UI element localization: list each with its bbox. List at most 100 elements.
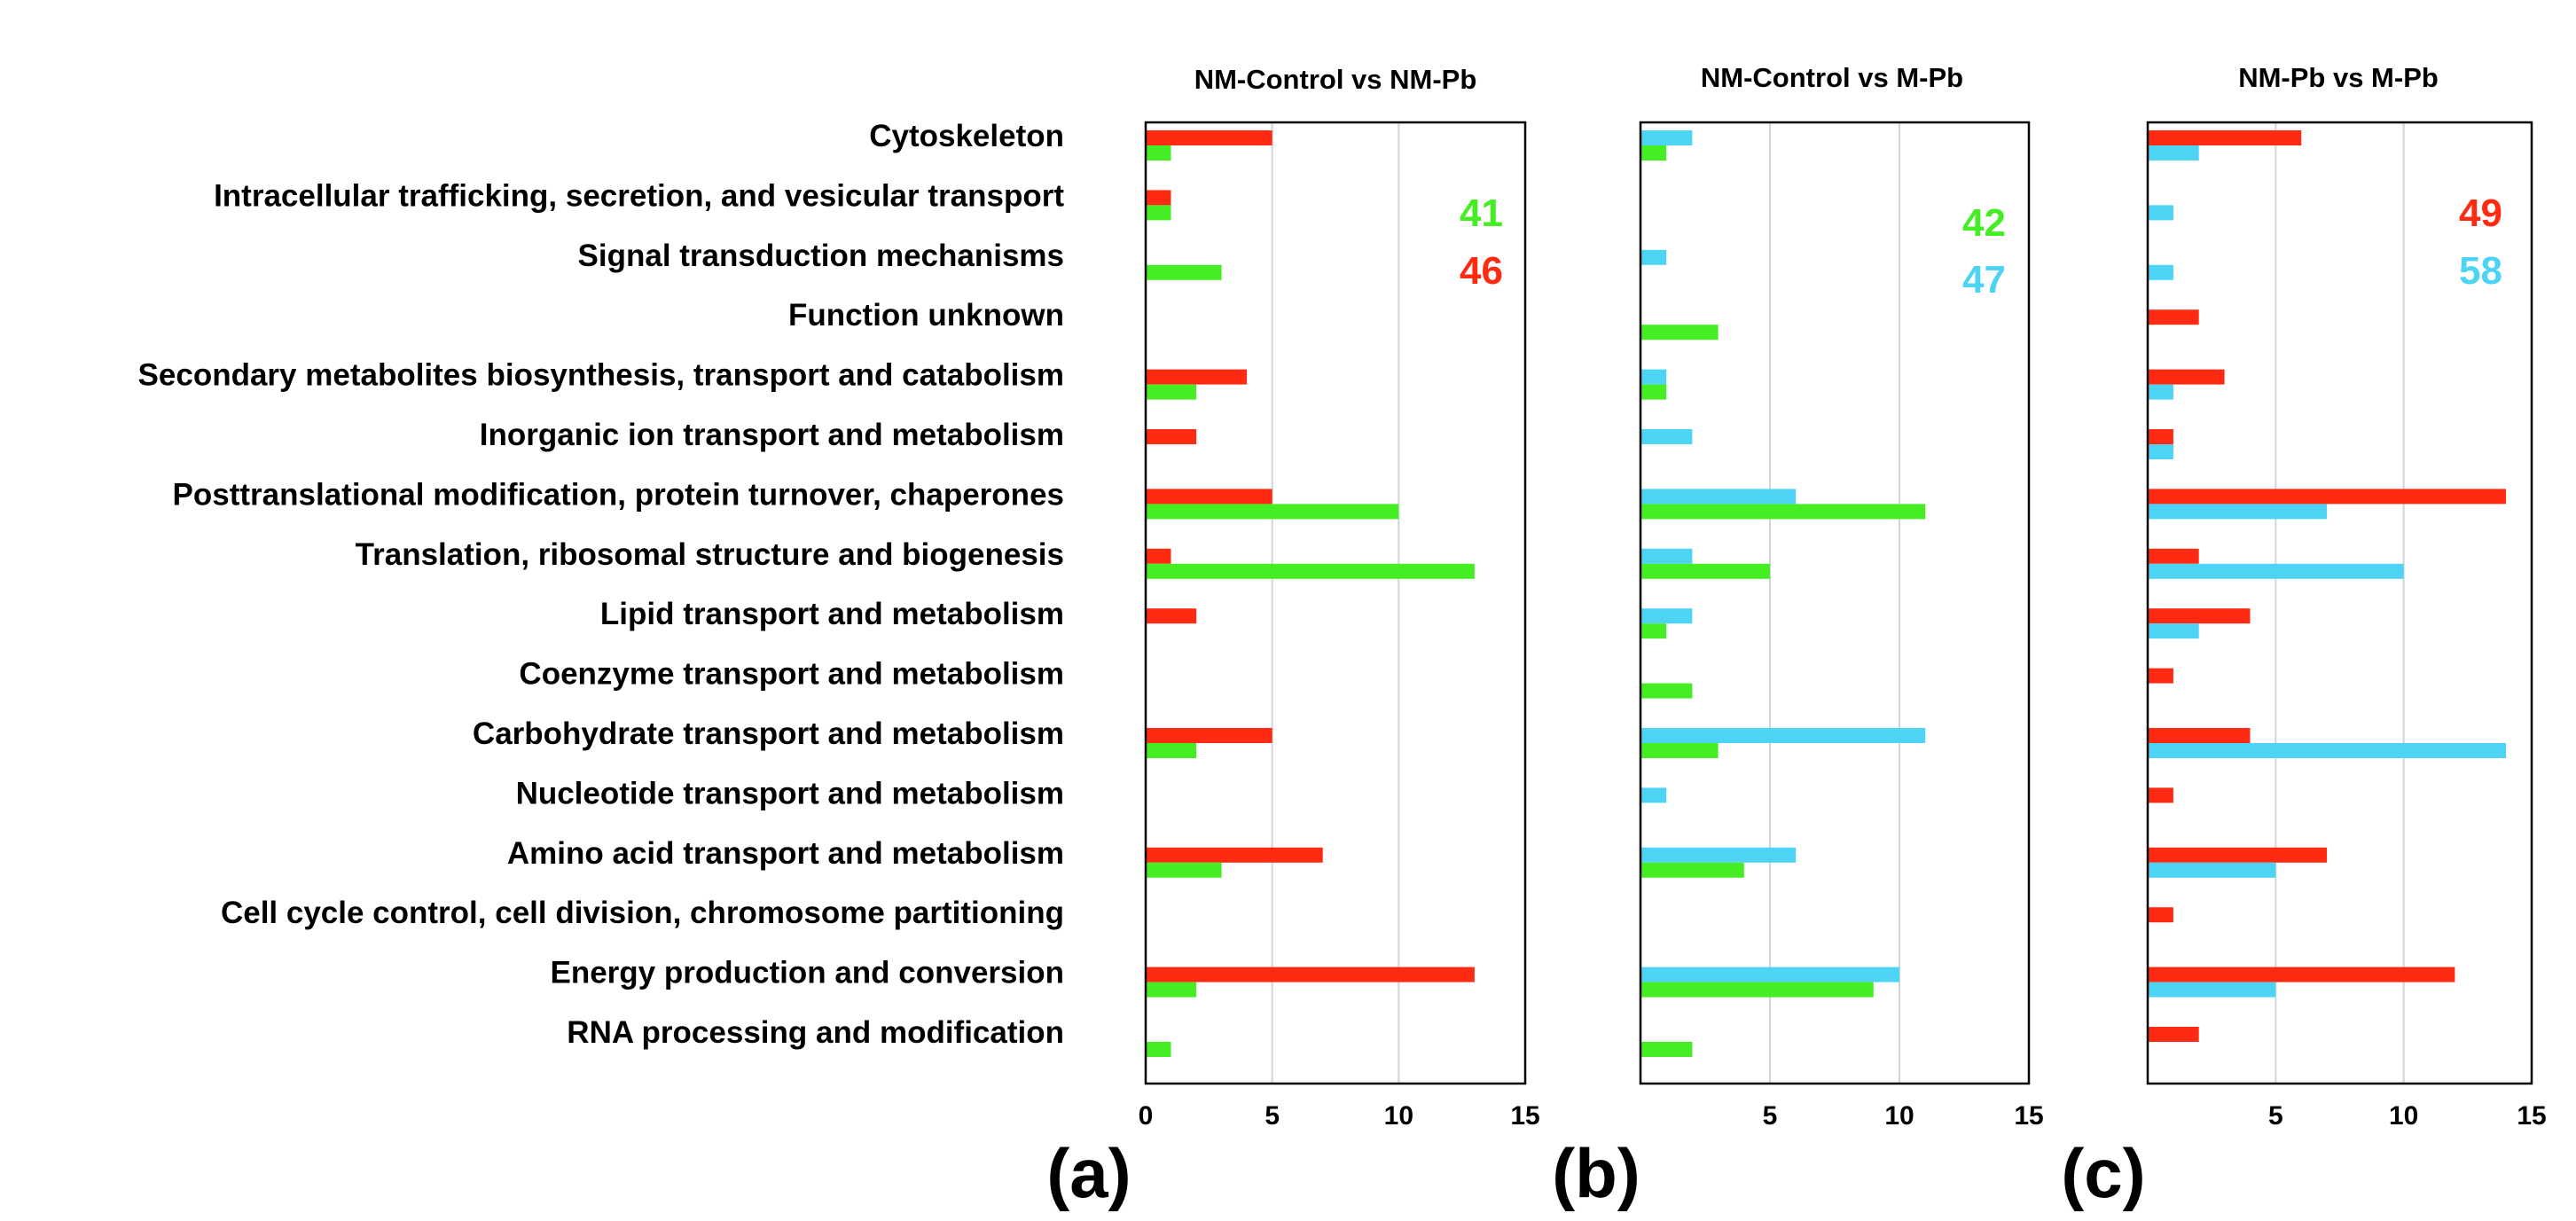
bar-red <box>1146 429 1197 444</box>
bar-green <box>1640 743 1719 758</box>
x-tick-label: 15 <box>2517 1101 2546 1131</box>
bar-cyan <box>2148 563 2404 579</box>
plot-frame <box>1639 121 2031 1085</box>
category-label: Amino acid transport and metabolism <box>507 836 1064 871</box>
category-label: Cytoskeleton <box>869 119 1064 153</box>
bar-cyan <box>2148 504 2328 520</box>
category-label: Secondary metabolites biosynthesis, tran… <box>138 358 1064 393</box>
bar-green <box>1640 982 1874 998</box>
bar-cyan <box>1640 608 1693 624</box>
bar-cyan <box>1640 429 1693 444</box>
bar-red <box>1146 489 1272 505</box>
bar-cyan <box>2148 264 2173 280</box>
bar-cyan <box>1640 967 1899 982</box>
bar-cyan <box>1640 489 1797 505</box>
category-label: Translation, ribosomal structure and bio… <box>356 537 1064 572</box>
count-annotation: 49 <box>2459 192 2502 235</box>
bar-green <box>1146 862 1222 878</box>
category-labels: Cytoskeleton Intracellular trafficking, s… <box>138 119 1065 1050</box>
category-label: Coenzyme transport and metabolism <box>519 657 1064 692</box>
bar-red <box>2148 728 2251 743</box>
bar-cyan <box>2148 205 2173 221</box>
bar-red <box>1146 190 1171 206</box>
category-label: Intracellular trafficking, secretion, an… <box>214 178 1064 213</box>
bar-red <box>1146 130 1272 145</box>
bar-cyan <box>2148 623 2199 639</box>
x-tick-label: 0 <box>1139 1101 1154 1131</box>
bar-green <box>1640 325 1719 340</box>
bar-green <box>1146 384 1197 400</box>
panel-title: NM-Control vs M-Pb <box>1701 62 1963 93</box>
bar-cyan <box>2148 743 2507 758</box>
count-annotation: 47 <box>1962 258 2006 301</box>
bar-green <box>1640 1042 1693 1057</box>
category-label: Signal transduction mechanisms <box>578 239 1064 273</box>
bar-cyan <box>1640 787 1667 803</box>
bar-cyan <box>2148 145 2199 160</box>
bar-green <box>1146 563 1475 579</box>
bar-red <box>2148 668 2173 684</box>
chart-panel: 5 10 15 NM-Control vs M-Pb (b) 42 47 <box>1552 62 2043 1212</box>
bar-green <box>1640 862 1744 878</box>
x-tick-label: 5 <box>2268 1101 2283 1131</box>
plot-frame <box>1144 121 1527 1085</box>
category-label: Function unknown <box>788 298 1064 333</box>
category-label: Carbohydrate transport and metabolism <box>473 716 1064 751</box>
count-annotation: 42 <box>1962 201 2006 245</box>
plot-frame <box>2146 121 2533 1085</box>
x-tick-label: 5 <box>1763 1101 1778 1131</box>
bar-green <box>1640 384 1667 400</box>
x-tick-label: 5 <box>1265 1101 1280 1131</box>
bar-green <box>1146 504 1399 520</box>
bar-red <box>1146 728 1272 743</box>
bar-green <box>1146 982 1197 998</box>
count-annotation: 46 <box>1460 249 1503 293</box>
bar-red <box>1146 369 1248 385</box>
bar-cyan <box>1640 548 1693 564</box>
bar-cyan <box>2148 384 2173 400</box>
panel-letter: (a) <box>1046 1134 1131 1212</box>
bar-red <box>2148 548 2199 564</box>
category-label: Nucleotide transport and metabolism <box>516 776 1064 810</box>
bar-green <box>1146 205 1171 221</box>
x-tick-label: 15 <box>2014 1101 2043 1131</box>
bar-red <box>2148 309 2199 325</box>
bar-red <box>2148 907 2173 923</box>
panel-title: NM-Pb vs M-Pb <box>2238 62 2439 93</box>
bar-green <box>1640 563 1770 579</box>
bar-green <box>1640 145 1667 160</box>
bar-red <box>2148 489 2507 505</box>
x-tick-label: 10 <box>1884 1101 1914 1131</box>
bar-red <box>2148 787 2173 803</box>
bar-green <box>1146 264 1222 280</box>
category-label: RNA processing and modification <box>567 1015 1064 1050</box>
bar-red <box>2148 967 2455 982</box>
x-tick-label: 15 <box>1510 1101 1539 1131</box>
category-label: Energy production and conversion <box>550 956 1064 990</box>
bar-red <box>1146 847 1323 863</box>
panel-letter: (b) <box>1552 1134 1640 1212</box>
category-label: Posttranslational modification, protein … <box>173 477 1064 512</box>
bar-cyan <box>1640 249 1667 265</box>
bar-red <box>1146 967 1475 982</box>
bar-cyan <box>1640 728 1926 743</box>
bar-cyan <box>1640 369 1667 385</box>
chart-panel: 0 5 10 15 NM-Control vs NM-Pb (a) 41 46 <box>1046 64 1539 1212</box>
x-tick-label: 10 <box>2389 1101 2418 1131</box>
bar-green <box>1640 504 1926 520</box>
bar-green <box>1640 623 1667 639</box>
bar-green <box>1146 1042 1171 1057</box>
count-annotation: 41 <box>1460 192 1503 235</box>
chart-panel: 5 10 15 NM-Pb vs M-Pb (c) 49 58 <box>2061 62 2546 1212</box>
panel-title: NM-Control vs NM-Pb <box>1194 64 1477 95</box>
bar-cyan <box>1640 847 1797 863</box>
bar-red <box>2148 1027 2199 1042</box>
bar-green <box>1640 683 1693 699</box>
bar-red <box>2148 369 2225 385</box>
chart-panels: 0 5 10 15 NM-Control vs NM-Pb (a) 41 46 5 10 15 NM-… <box>1046 62 2546 1212</box>
bar-red <box>1146 548 1171 564</box>
bar-red <box>1146 608 1197 624</box>
bar-red <box>2148 130 2302 145</box>
bar-cyan <box>2148 444 2173 459</box>
